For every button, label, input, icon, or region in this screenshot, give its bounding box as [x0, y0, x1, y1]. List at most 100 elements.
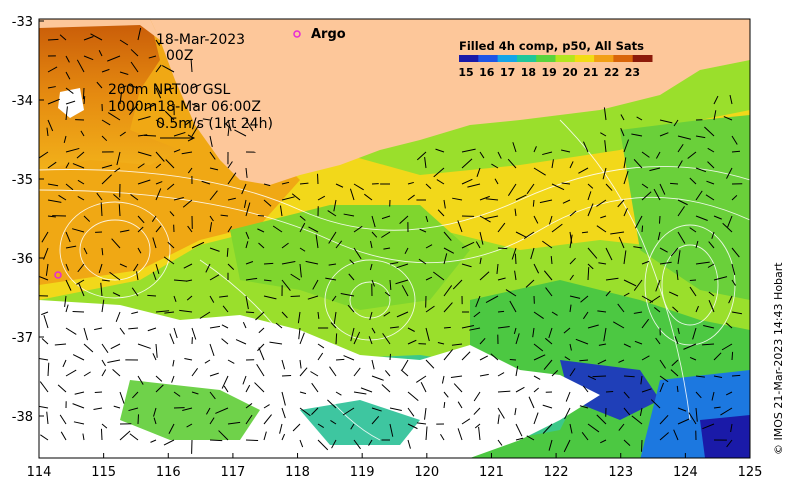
current-arrow	[172, 359, 175, 367]
current-arrow	[245, 202, 251, 217]
current-arrow	[335, 333, 338, 345]
current-arrow	[695, 375, 705, 378]
current-arrow	[227, 197, 236, 201]
current-arrow	[113, 405, 121, 409]
current-arrow	[528, 396, 535, 409]
current-arrow	[368, 439, 373, 446]
current-arrow	[148, 55, 157, 59]
current-arrow	[509, 300, 517, 313]
current-arrow	[407, 339, 417, 345]
current-arrow	[497, 372, 505, 377]
current-arrow	[72, 403, 85, 409]
current-arrow	[713, 375, 723, 378]
current-arrow	[443, 285, 453, 297]
current-arrow	[258, 242, 265, 249]
current-arrow	[381, 384, 391, 393]
current-arrow	[245, 414, 253, 425]
x-tick-label: 125	[738, 465, 763, 480]
current-arrow	[299, 263, 302, 278]
current-arrow	[119, 71, 129, 75]
colorbar-tick-label: 23	[625, 66, 640, 79]
current-arrow	[186, 423, 193, 428]
current-arrow	[383, 311, 391, 317]
current-arrow	[137, 226, 144, 233]
current-arrow	[185, 279, 193, 282]
current-arrow	[164, 311, 175, 314]
current-arrow	[182, 199, 193, 208]
current-arrow	[530, 247, 535, 260]
current-arrow	[419, 228, 427, 233]
current-arrow	[587, 191, 592, 201]
sst-green-islet	[120, 380, 260, 440]
current-arrow	[222, 305, 229, 313]
current-arrow	[256, 363, 265, 377]
current-arrow	[450, 375, 463, 378]
current-arrow	[509, 358, 517, 361]
current-arrow	[281, 391, 286, 406]
current-arrow	[371, 231, 378, 238]
current-arrow	[209, 325, 221, 329]
current-arrow	[425, 426, 428, 441]
current-arrow	[83, 215, 91, 222]
current-arrow	[77, 179, 85, 185]
current-arrow	[659, 359, 666, 369]
current-arrow	[65, 279, 72, 291]
current-arrow	[655, 337, 661, 345]
y-tick-label: -35	[12, 173, 33, 188]
current-arrow	[654, 307, 661, 313]
current-arrow	[695, 407, 698, 422]
colorbar-segment	[497, 55, 518, 62]
current-arrow	[371, 415, 380, 425]
current-arrow	[425, 215, 429, 223]
current-arrow	[161, 65, 175, 73]
current-arrow	[677, 327, 680, 335]
current-arrow	[333, 311, 337, 325]
current-arrow	[425, 327, 430, 342]
x-tick-label: 119	[350, 465, 375, 480]
current-arrow	[695, 215, 708, 221]
current-arrow	[407, 194, 415, 201]
current-arrow	[515, 386, 525, 393]
current-arrow	[245, 119, 254, 132]
current-arrow	[254, 382, 265, 393]
current-arrow	[310, 371, 319, 377]
x-tick-label: 114	[27, 465, 52, 480]
current-arrow	[72, 163, 85, 169]
colorbar-tick-label: 21	[583, 66, 598, 79]
current-arrow	[317, 423, 325, 428]
current-arrow	[641, 318, 650, 329]
current-arrow	[349, 259, 355, 265]
current-arrow	[542, 423, 553, 434]
current-arrow	[98, 263, 103, 274]
current-arrow	[641, 191, 652, 201]
current-arrow	[633, 246, 643, 249]
current-arrow	[101, 369, 107, 377]
current-arrow	[242, 375, 247, 385]
current-arrow	[730, 423, 733, 433]
current-arrow	[173, 131, 186, 137]
y-tick-label: -34	[12, 94, 33, 109]
current-arrow	[241, 183, 247, 195]
current-arrow	[631, 415, 643, 425]
current-arrow	[533, 263, 540, 274]
current-arrow	[617, 303, 625, 313]
current-arrow	[226, 247, 229, 257]
x-axis: 114 115 116 117 118 119 120 121 122 123 124 125	[27, 453, 763, 480]
current-arrow	[416, 151, 427, 161]
current-arrow	[525, 279, 535, 288]
current-arrow	[181, 151, 193, 155]
current-arrow	[587, 263, 594, 270]
current-arrow	[720, 407, 733, 416]
y-tick-label: -37	[12, 331, 33, 346]
current-arrow	[731, 311, 743, 315]
current-arrow	[533, 311, 544, 319]
current-arrow	[569, 423, 573, 434]
current-arrow	[179, 309, 193, 313]
current-arrow	[107, 112, 121, 121]
current-arrow	[328, 263, 337, 266]
current-arrow	[369, 263, 373, 271]
current-arrow	[47, 66, 58, 73]
current-arrow	[587, 375, 597, 381]
current-arrow	[307, 295, 319, 300]
